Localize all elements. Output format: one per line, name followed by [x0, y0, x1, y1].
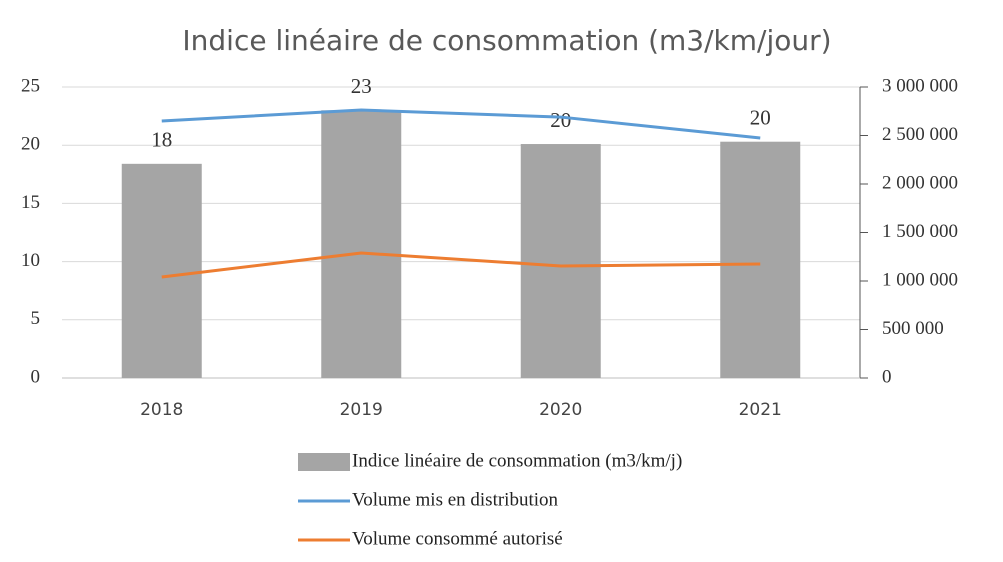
bar: [520, 144, 601, 378]
y-tick-label: 25: [21, 75, 40, 96]
y2-tick-label: 1 500 000: [882, 221, 958, 242]
data-label: 18: [151, 128, 172, 152]
legend-swatch: [298, 453, 350, 471]
line: [161, 251, 761, 279]
data-label: 20: [550, 108, 571, 132]
y2-tick-label: 500 000: [882, 318, 944, 339]
y2-tick-label: 3 000 000: [882, 75, 958, 96]
bar: [720, 141, 801, 378]
legend-label: Volume consommé autorisé: [352, 528, 563, 549]
y2-tick-label: 1 000 000: [882, 269, 958, 290]
bar: [121, 163, 202, 378]
data-label: 23: [351, 74, 372, 98]
x-tick-label: 2020: [539, 400, 582, 420]
y2-tick-label: 0: [882, 366, 892, 387]
y-tick-label: 20: [21, 134, 40, 155]
y2-tick-label: 2 500 000: [882, 124, 958, 145]
data-label: 20: [750, 106, 771, 130]
legend-label: Indice linéaire de consommation (m3/km/j…: [352, 450, 682, 471]
x-tick-label: 2018: [140, 400, 183, 420]
y-tick-label: 15: [21, 192, 40, 213]
bar: [321, 110, 402, 378]
y-tick-label: 0: [31, 366, 41, 387]
x-tick-label: 2021: [739, 400, 782, 420]
chart-title: Indice linéaire de consommation (m3/km/j…: [182, 24, 831, 57]
legend-label: Volume mis en distribution: [352, 489, 559, 510]
line: [161, 108, 761, 140]
x-tick-label: 2019: [340, 400, 383, 420]
y2-tick-label: 2 000 000: [882, 172, 958, 193]
y-tick-label: 5: [31, 308, 41, 329]
y-tick-label: 10: [21, 250, 40, 271]
